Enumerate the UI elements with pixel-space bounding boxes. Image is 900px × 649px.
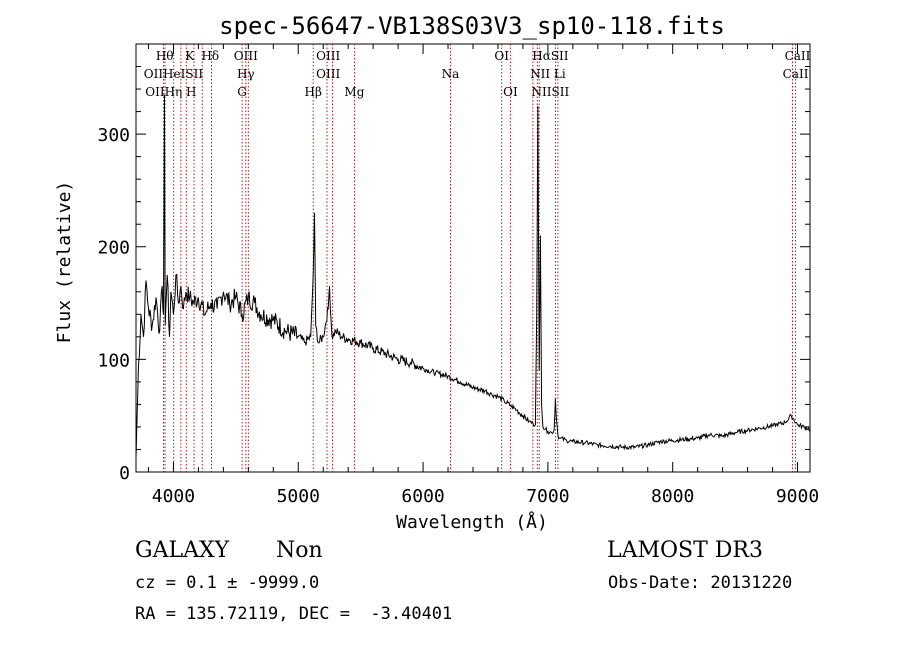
line-label: CaII (783, 67, 809, 81)
y-axis-label: Flux (relative) (54, 181, 75, 344)
x-tick-label: 8000 (651, 486, 694, 507)
spectrum-series (135, 94, 811, 459)
y-tick-label: 100 (97, 350, 130, 371)
line-label: NIISII (532, 85, 570, 99)
chart-title: spec-56647-VB138S03V3_sp10-118.fits (219, 12, 725, 40)
line-labels: Hθ K Hδ OIII OIII OI HαSII CaII OIIHeISII Hγ OIII N… (144, 49, 811, 99)
x-tick-label: 7000 (526, 486, 569, 507)
y-tick-label: 200 (97, 238, 130, 259)
line-label: NII Li (530, 67, 566, 81)
line-label: Hγ (237, 67, 255, 81)
line-label: Na (442, 67, 460, 81)
survey-name: LAMOST DR3 (607, 538, 763, 563)
x-tick-label: 5000 (277, 486, 320, 507)
line-label: HαSII (532, 49, 569, 63)
y-axis: 0 100 200 300 (97, 43, 810, 484)
obs-date: Obs-Date: 20131220 (608, 573, 793, 593)
line-label: CaII (785, 49, 811, 63)
y-tick-label: 0 (119, 463, 130, 484)
x-tick-label: 4000 (152, 486, 195, 507)
line-label: Hβ (304, 85, 321, 99)
line-label: OIII (316, 49, 340, 63)
line-label: OIIHeISII (144, 67, 204, 81)
x-axis-label: Wavelength (Å) (396, 511, 548, 533)
line-label: Hθ (156, 49, 174, 63)
line-label: G (237, 85, 247, 99)
object-subclass: Non (276, 538, 323, 563)
line-label: K (185, 49, 195, 63)
x-axis: 4000 5000 6000 7000 8000 9000 (147, 44, 819, 507)
line-label: Hδ (201, 49, 219, 63)
line-label: Mg (344, 85, 364, 99)
line-label: OI (503, 85, 518, 99)
emission-line-markers (163, 44, 797, 472)
plot-frame (135, 43, 811, 473)
ra-dec: RA = 135.72119, DEC = -3.40401 (135, 604, 453, 624)
y-tick-label: 300 (97, 125, 130, 146)
x-tick-label: 6000 (401, 486, 444, 507)
x-tick-label: 9000 (776, 486, 819, 507)
redshift-readout: cz = 0.1 ± -9999.0 (135, 573, 320, 593)
line-label: OI (494, 49, 509, 63)
object-class: GALAXY (135, 538, 230, 563)
spectrum-line (135, 94, 811, 459)
line-label: OIII (234, 49, 258, 63)
line-label: OIIHη H (145, 85, 196, 99)
line-label: OIII (316, 67, 340, 81)
